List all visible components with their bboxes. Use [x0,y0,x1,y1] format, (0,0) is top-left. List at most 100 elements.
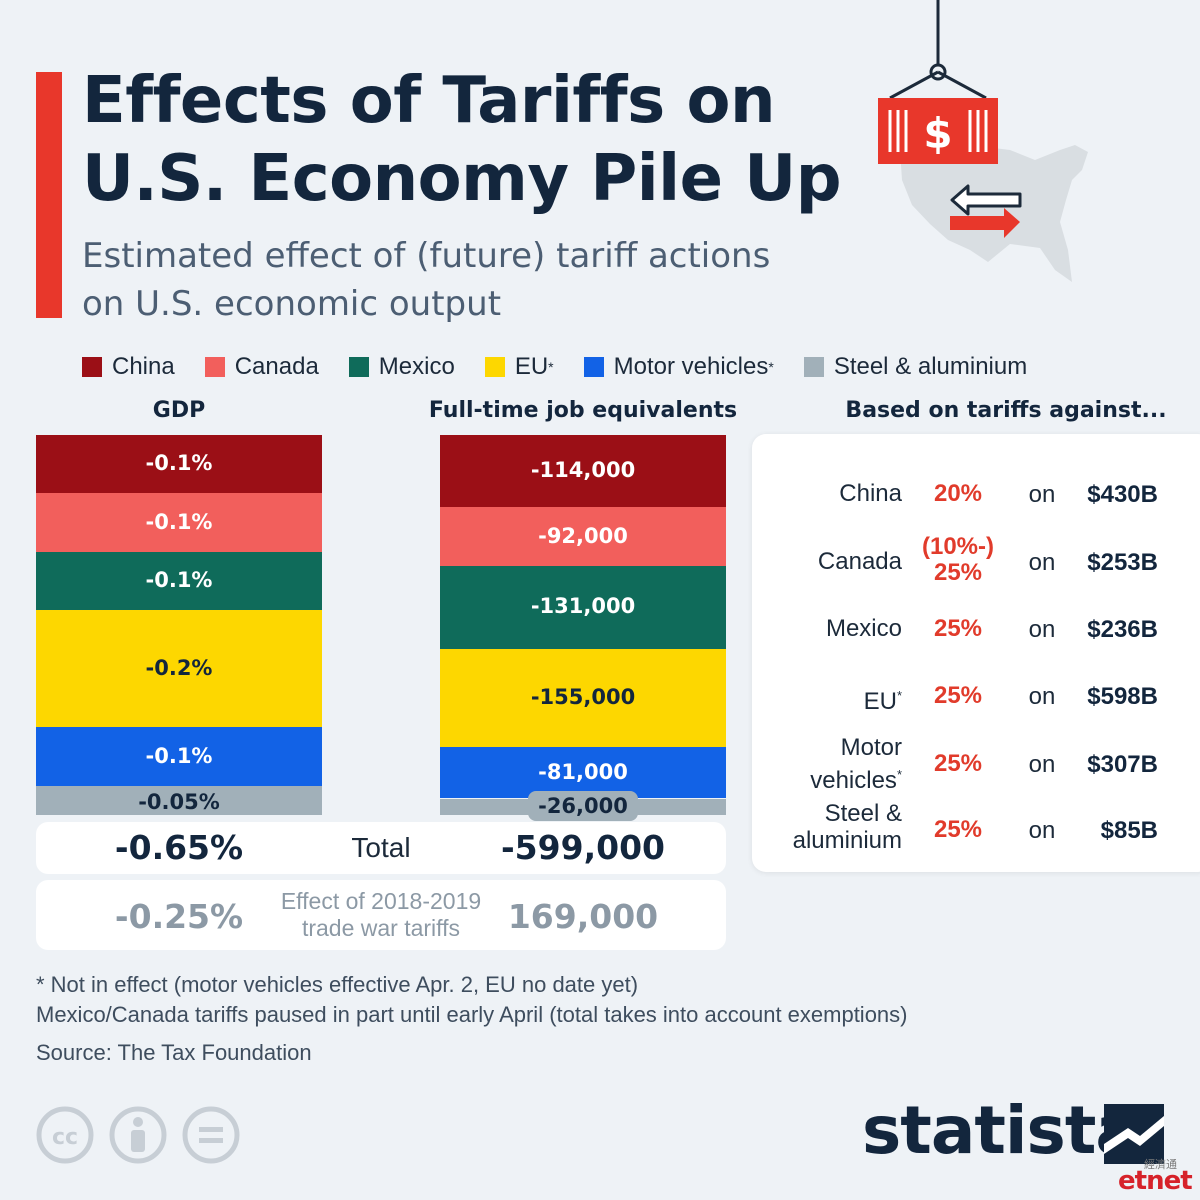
legend-swatch [583,357,604,377]
exchange-arrows-icon [950,184,1022,238]
bar-data-label: -0.1% [145,509,213,534]
etnet-chinese-mark: 經濟通 [1144,1159,1177,1171]
footnotes: * Not in effect (motor vehicles effectiv… [36,970,1176,1068]
legend-label: EU [514,353,549,380]
bar-data-label: -114,000 [530,458,636,483]
us-map-icon [900,140,1088,282]
license-icons: cc [36,1106,240,1164]
tariff-row: Steel & aluminium 25% on $85B [752,800,1200,860]
trade-war-row: -0.25% Effect of 2018-2019 trade war tar… [36,880,726,950]
tariff-amount: $598B [1087,683,1158,710]
legend-swatch [348,357,369,377]
bar-segment-china [36,435,322,494]
bar-data-label: -0.1% [145,743,213,768]
legend-label: China [112,353,175,380]
attribution-icon [109,1106,167,1164]
tariff-row: EU* 25% on $598B [752,666,1200,726]
legend-label: Canada [234,353,319,380]
tariff-on-word: on [1028,817,1056,844]
container-icon: $ [878,0,998,164]
total-label: Total [351,832,411,863]
trade-war-label: Effect of 2018-2019 trade war tariffs [280,888,482,941]
gdp-heading: GDP [152,398,206,423]
subtitle-line-1: Estimated effect of (future) tariff acti… [82,236,771,276]
cc-icon: cc [36,1106,94,1164]
legend-swatch [484,357,505,377]
tariff-amount: $430B [1087,481,1158,508]
legend-item: China [82,353,175,381]
bar-data-label: -92,000 [538,523,628,548]
bar-segment-mexico [36,551,322,611]
etnet-logo: etnet [1118,1166,1193,1196]
tariff-rate: 25% [933,682,983,709]
tariff-rate: 25% [933,615,983,642]
bar-segment-canada [36,493,322,552]
bar-segment-motor-vehicles [440,747,726,799]
legend-label: Steel & aluminium [833,353,1028,380]
title-line-2: U.S. Economy Pile Up [82,142,842,216]
footnote-1: * Not in effect (motor vehicles effectiv… [36,972,639,997]
legend-swatch [803,357,824,377]
tariff-country: Mexico [825,615,902,642]
tariff-rate: 25% [933,816,983,843]
legend-label: Motor vehicles [613,353,769,380]
tariff-on-word: on [1028,481,1056,508]
legend-item: EU * [484,353,554,381]
container-illustration: $ [878,0,1088,282]
bar-segment-eu [440,648,726,748]
page-subtitle: Estimated effect of (future) tariff acti… [82,232,842,328]
totals-row: -0.65% Total -599,000 [36,822,726,874]
bar-data-label: -0.1% [145,568,213,593]
tariff-country: Motor vehicles* [810,734,902,794]
legend-item: Motor vehicles * [583,353,774,381]
legend-item: Steel & aluminium [803,353,1028,381]
tariff-rate: 20% [933,480,983,507]
page-title: Effects of Tariffs on U.S. Economy Pile … [82,62,842,218]
tariff-amount: $253B [1087,549,1158,576]
statista-logo-icon [1104,1104,1164,1164]
bar-data-label: -155,000 [530,684,636,709]
bar-data-label: -0.2% [145,655,213,680]
jobs-heading: Full-time job equivalents [428,398,738,423]
tariff-rate: 25% [933,750,983,777]
gdp-trade-war: -0.25% [114,897,244,936]
bar-segment-steel-aluminium [36,785,322,815]
bar-data-label: -131,000 [530,594,636,619]
gdp-stacked-bar: -0.1% -0.1% -0.1% -0.2% -0.1% -0.05% [36,435,322,815]
tariffs-heading: Based on tariffs against... [845,398,1167,423]
bar-data-label: -81,000 [538,759,628,784]
tariff-amount: $236B [1087,616,1158,643]
tariff-on-word: on [1028,683,1056,710]
tariff-country: China [839,480,902,507]
bar-data-label: -0.1% [145,451,213,476]
bar-segment-china [440,435,726,508]
title-line-1: Effects of Tariffs on [82,64,776,138]
bar-segment-motor-vehicles [36,727,322,786]
tariff-country: EU* [863,688,902,715]
tariffs-card: China 20% on $430B Canada (10%-) 25% on $253B Mex… [752,434,1200,872]
jobs-stacked-bar: -114,000 -92,000 -131,000 -155,000 -81,000 -2… [440,435,726,821]
legend-item: Canada [204,353,319,381]
dollar-icon: $ [923,109,952,158]
footnote-2: Mexico/Canada tariffs paused in part unt… [36,1002,908,1027]
tariff-row: Motor vehicles* 25% on $307B [752,734,1200,794]
subtitle-line-2: on U.S. economic output [82,284,502,324]
legend-label: Mexico [378,353,455,380]
svg-text:cc: cc [52,1125,78,1150]
gdp-total: -0.65% [114,828,244,867]
tariff-country: Steel & aluminium [792,800,902,854]
source-note: Source: The Tax Foundation [36,1040,312,1065]
tariff-on-word: on [1028,751,1056,778]
bar-data-label: -26,000 [528,790,638,821]
tariff-on-word: on [1028,549,1056,576]
legend-asterisk: * [548,359,554,375]
legend-asterisk: * [768,359,774,375]
bar-segment-eu [36,610,322,728]
no-derivatives-icon [182,1106,240,1164]
jobs-total: -599,000 [500,828,665,867]
tariff-amount: $307B [1087,751,1158,778]
jobs-trade-war: 169,000 [507,897,659,936]
bar-data-label: -0.05% [138,790,220,815]
title-accent-bar [36,72,62,318]
legend-swatch [82,357,102,377]
